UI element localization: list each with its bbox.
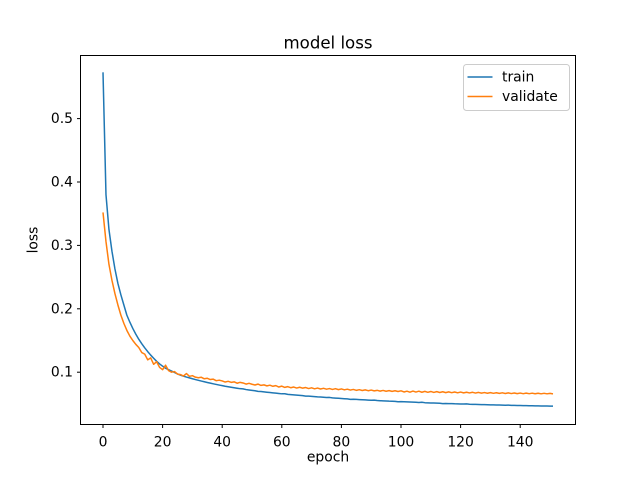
x-tick-label: 100: [388, 435, 415, 451]
x-tick-label: 120: [447, 435, 474, 451]
x-tick-label: 0: [99, 435, 108, 451]
y-axis-label: loss: [26, 227, 42, 254]
y-tick-label: 0.1: [51, 365, 73, 381]
y-tick-label: 0.3: [51, 238, 73, 254]
x-tick-label: 20: [154, 435, 172, 451]
legend-validate-label: validate: [502, 89, 558, 105]
x-axis-label: epoch: [307, 450, 349, 466]
validate-series-line: [102, 212, 554, 395]
x-tick-label: 140: [507, 435, 534, 451]
x-tick-label: 40: [213, 435, 231, 451]
train-series-line: [102, 72, 553, 407]
plot-area: [80, 55, 576, 425]
x-tick-label: 80: [333, 435, 351, 451]
x-axis: 0 20 40 60 80 100 120 140: [99, 424, 534, 451]
y-tick-label: 0.4: [51, 175, 73, 191]
y-axis: 0.1 0.2 0.3 0.4 0.5: [51, 111, 81, 381]
x-tick-label: 60: [273, 435, 291, 451]
y-tick-label: 0.2: [51, 301, 73, 317]
y-tick-label: 0.5: [51, 111, 73, 127]
chart-title: model loss: [284, 34, 373, 53]
legend-train-label: train: [502, 70, 534, 86]
legend: train validate: [463, 64, 570, 111]
legend-box: [463, 64, 570, 111]
series-lines: [102, 72, 554, 407]
